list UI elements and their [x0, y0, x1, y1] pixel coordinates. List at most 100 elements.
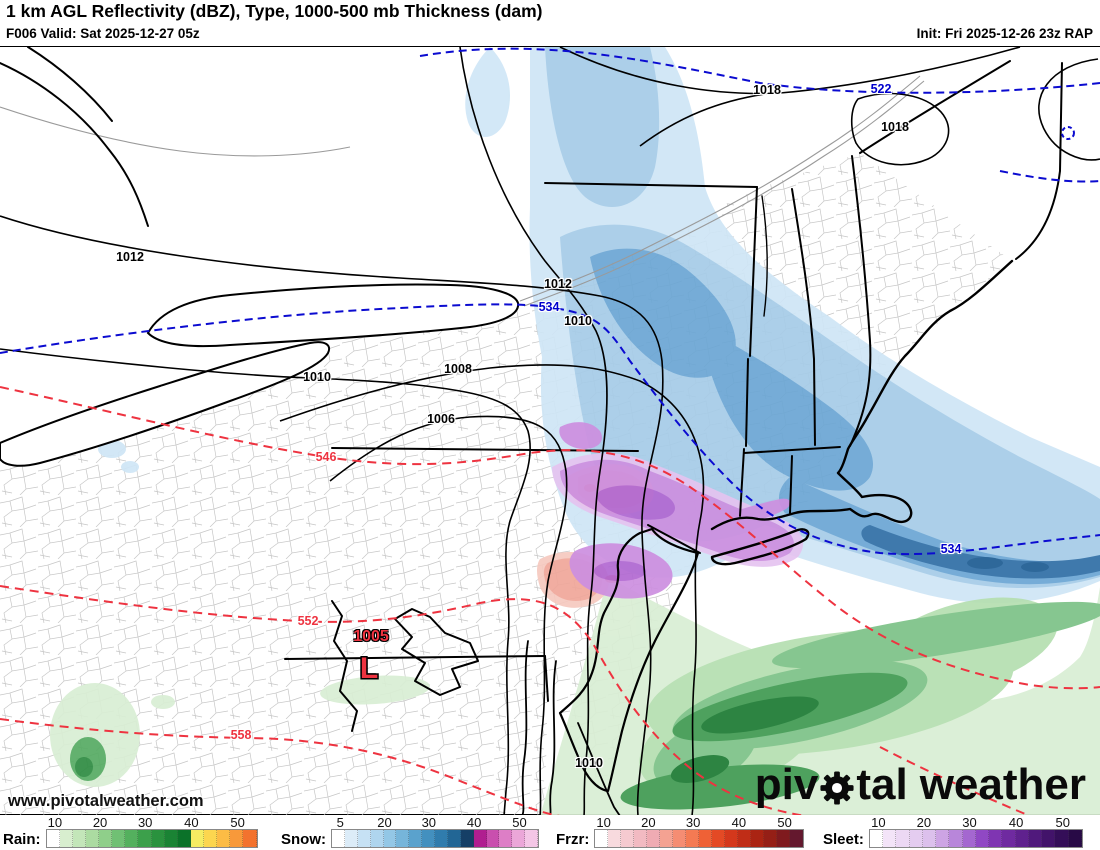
legend-color-cell [190, 830, 204, 847]
legend-color-cell [396, 830, 410, 847]
logo-text-tal: tal [856, 760, 908, 809]
legend-color-cell [204, 830, 218, 847]
legend-color-cell [936, 830, 950, 847]
logo-text-piv: piv [754, 760, 819, 809]
legend-color-cell [949, 830, 963, 847]
legend-tick-label: 50 [230, 815, 245, 830]
legend-colorbar: 10 20 30 40 50 [594, 815, 805, 848]
legend-color-cell [634, 830, 648, 847]
legend-color-cell [447, 830, 461, 847]
legend-color-cell [686, 830, 700, 847]
legend-color-cell [1068, 830, 1082, 847]
legend-tick-label: 10 [47, 815, 63, 830]
watermark-url: www.pivotalweather.com [8, 792, 204, 810]
precip-sleet-shading [552, 422, 804, 599]
legend-label: Snow: [281, 831, 326, 848]
legend-color-cell [660, 830, 674, 847]
legend-color-cell [595, 830, 609, 847]
legend-color-cell [112, 830, 126, 847]
legend-color-cell [673, 830, 687, 847]
legend-color-cell [869, 830, 884, 847]
legend-tick-label: 5 [336, 815, 344, 830]
precip-type-legend: Rain: 10 20 30 40 50 Snow: 5 20 30 40 50 Frzr: 10 20 30… [0, 815, 1100, 850]
legend-label: Frzr: [556, 831, 590, 848]
legend-color-cell [46, 830, 60, 847]
legend-color-cell [370, 830, 384, 847]
legend-color-cell [435, 830, 448, 847]
legend-color-cell [177, 830, 191, 847]
precip-rain-shading [50, 577, 1100, 816]
gear-icon [820, 771, 854, 805]
legend-tick-label: 40 [184, 815, 199, 830]
legend-color-cell [422, 830, 435, 847]
legend-color-cell [512, 830, 526, 847]
legend-colorbar: 10 20 30 40 50 [868, 815, 1083, 848]
legend-color-cell [1015, 830, 1029, 847]
legend-color-cell [72, 830, 86, 847]
legend-color-cell [473, 830, 487, 847]
legend-tick-label: 30 [962, 815, 977, 830]
legend-color-cell [989, 830, 1003, 847]
weather-map-graphic [0, 47, 1100, 816]
legend-color-cell [777, 830, 791, 847]
legend-tick-label: 50 [1055, 815, 1070, 830]
legend-color-cell [647, 830, 661, 847]
legend-tick-label: 40 [1008, 815, 1024, 830]
legend-color-cell [608, 830, 622, 847]
legend-color-cell [125, 830, 139, 847]
legend-color-cell [764, 830, 778, 847]
legend-tick-label: 40 [731, 815, 747, 830]
legend-tick-label: 10 [871, 815, 886, 830]
legend-color-cell [883, 830, 897, 847]
legend-color-cell [975, 830, 990, 847]
legend-color-cell [1002, 830, 1016, 847]
legend-tick-label: 10 [596, 815, 611, 830]
legend-tick-label: 50 [512, 815, 527, 830]
legend-tick-label: 20 [916, 815, 932, 830]
legend-color-cell [344, 830, 358, 847]
legend-color-cell [751, 830, 765, 847]
legend-group-rain: Rain: 10 20 30 40 50 [3, 815, 258, 848]
legend-color-cell [712, 830, 726, 847]
legend-tick-label: 30 [685, 815, 701, 830]
legend-color-cell [525, 830, 538, 847]
legend-color-cell [621, 830, 635, 847]
valid-time-label: F006 Valid: Sat 2025-12-27 05z [6, 26, 200, 41]
legend-color-cell [332, 830, 345, 847]
legend-color-cell [460, 830, 474, 847]
legend-color-cell [499, 830, 513, 847]
legend-color-cell [59, 830, 73, 847]
legend-label: Rain: [3, 831, 41, 848]
map-canvas [0, 46, 1100, 816]
legend-color-cell [738, 830, 752, 847]
legend-color-cell [151, 830, 165, 847]
legend-color-cell [962, 830, 976, 847]
legend-color-cell [409, 830, 423, 847]
legend-color-cell [790, 830, 804, 847]
legend-color-cell [138, 830, 152, 847]
legend-color-cell [1042, 830, 1056, 847]
legend-tick-label: 20 [377, 815, 392, 830]
st-lawrence-river [0, 75, 925, 307]
state-borders [0, 47, 1063, 816]
legend-colorbar: 10 20 30 40 50 [45, 815, 258, 848]
logo-text-weather: weather [919, 760, 1086, 809]
great-lakes [0, 283, 520, 467]
legend-tick-label: 50 [777, 815, 792, 830]
thickness-contours-warm [0, 386, 1100, 816]
legend-color-cell [922, 830, 937, 847]
legend-tick-label: 30 [421, 815, 437, 830]
legend-color-cell [99, 830, 113, 847]
legend-color-cell [383, 830, 397, 847]
legend-color-cell [486, 830, 500, 847]
legend-color-cell [1055, 830, 1069, 847]
legend-group-snow: Snow: 5 20 30 40 50 [281, 815, 539, 848]
legend-group-sleet: Sleet: 10 20 30 40 50 [823, 815, 1083, 848]
isobar-contours [0, 47, 1100, 816]
legend-color-cell [217, 830, 231, 847]
legend-colorbar: 5 20 30 40 50 [331, 815, 539, 848]
page-title: 1 km AGL Reflectivity (dBZ), Type, 1000-… [6, 1, 543, 21]
legend-color-cell [243, 830, 257, 847]
legend-color-cell [357, 830, 371, 847]
